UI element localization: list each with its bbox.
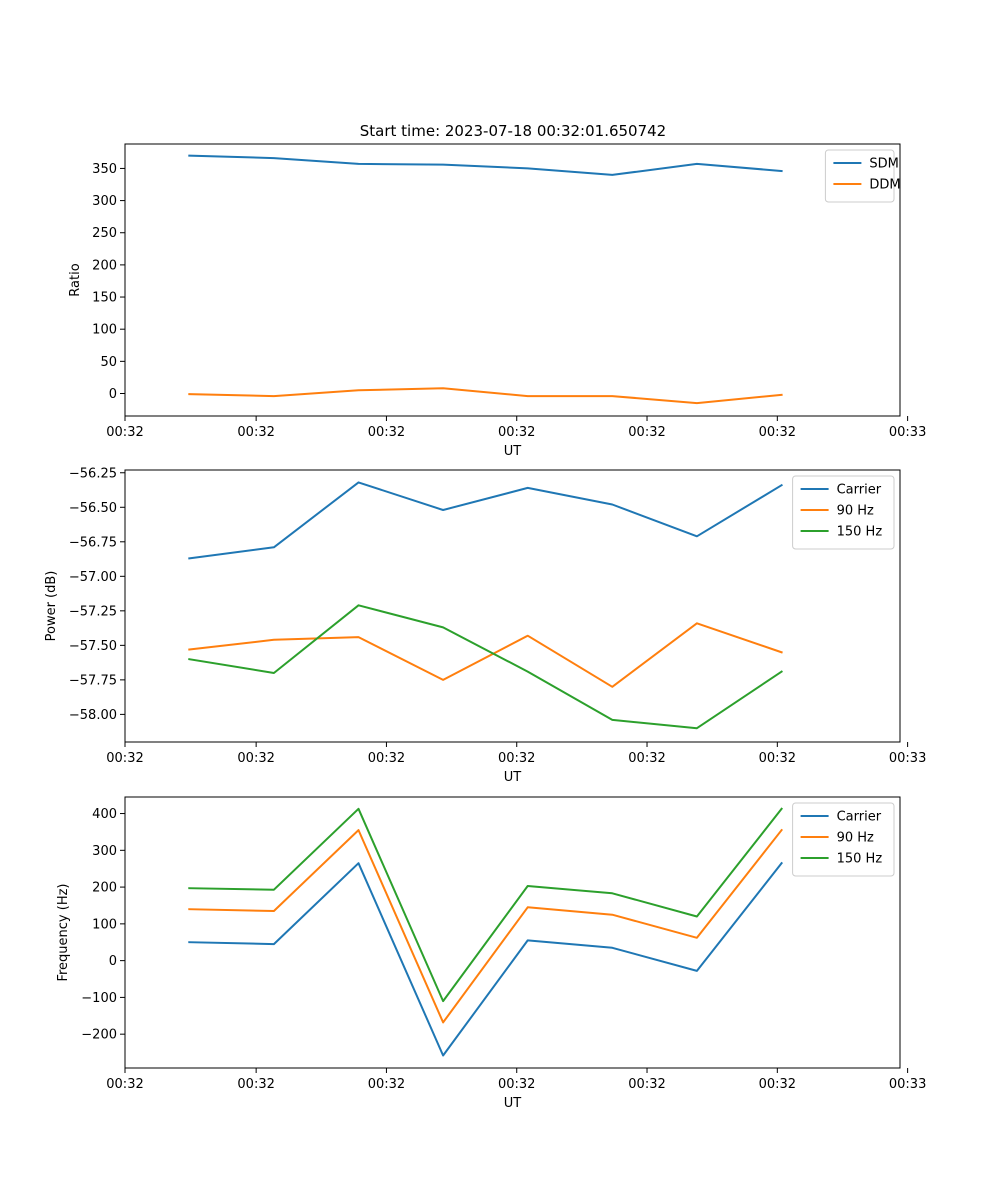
ratio-x-tick-label: 00:32 [106,425,143,440]
ratio-y-tick-label: 150 [92,291,117,306]
power-series-90-hz-line [188,622,783,688]
ratio-y-tick-label: 350 [92,162,117,177]
power-y-tick-label: −56.75 [69,535,117,550]
power-y-tick-label: −57.00 [69,570,117,585]
frequency-x-tick-label: 00:32 [498,1077,535,1092]
frequency-x-tick-label: 00:32 [237,1077,274,1092]
ratio-series-sdm-line [188,154,783,176]
ratio-y-tick-label: 0 [109,387,117,402]
frequency-panel: 00:32 00:32 00:32 00:32 00:32 00:32 00:33 −200 −… [56,796,926,1111]
power-y-tick-label: −57.75 [69,673,117,688]
frequency-x-tick-label: 00:32 [628,1077,665,1092]
frequency-series-carrier-line [188,861,784,1057]
ratio-x-axis-label: UT [504,444,522,459]
power-legend-label: 90 Hz [837,504,874,519]
frequency-y-axis-label: Frequency (Hz) [56,883,71,981]
power-axes-frame [124,469,901,743]
frequency-y-tick-label: 400 [92,807,117,822]
power-x-axis-label: UT [504,770,522,785]
ratio-x-tick-label: 00:32 [237,425,274,440]
ratio-legend-label: DDM [869,178,900,193]
power-series-150-hz-line [188,604,783,730]
figure-title: Start time: 2023-07-18 00:32:01.650742 [360,122,666,140]
frequency-x-tick-label: 00:33 [889,1077,926,1092]
power-y-axis-label: Power (dB) [44,571,59,642]
power-y-tick-label: −57.25 [69,604,117,619]
power-x-tick-label: 00:32 [628,751,665,766]
power-x-tick-label: 00:32 [237,751,274,766]
ratio-x-tick-label: 00:32 [759,425,796,440]
ratio-series-ddm-line [188,387,783,405]
power-legend-label: Carrier [837,483,882,498]
frequency-y-tick-label: 0 [109,954,117,969]
frequency-legend-label: 150 Hz [837,852,883,867]
frequency-legend-label: Carrier [837,810,882,825]
power-x-tick-label: 00:32 [106,751,143,766]
ratio-axes-frame [124,143,901,417]
frequency-legend-label: 90 Hz [837,831,874,846]
ratio-y-axis-label: Ratio [68,263,83,296]
power-panel: 00:32 00:32 00:32 00:32 00:32 00:32 00:33 −58.0… [44,466,926,785]
ratio-x-tick-label: 00:33 [889,425,926,440]
ratio-y-tick-label: 300 [92,194,117,209]
ratio-y-tick-label: 250 [92,226,117,241]
frequency-x-tick-label: 00:32 [759,1077,796,1092]
power-x-tick-label: 00:32 [498,751,535,766]
power-y-tick-label: −56.50 [69,501,117,516]
ratio-legend-label: SDM [869,157,898,172]
power-y-tick-label: −58.00 [69,708,117,723]
frequency-x-axis-label: UT [504,1096,522,1111]
power-x-tick-label: 00:33 [889,751,926,766]
power-x-tick-label: 00:32 [368,751,405,766]
power-x-tick-label: 00:32 [759,751,796,766]
ratio-x-tick-label: 00:32 [368,425,405,440]
frequency-y-tick-label: −100 [81,991,117,1006]
frequency-y-tick-label: 100 [92,917,117,932]
frequency-y-tick-label: −200 [81,1028,117,1043]
ratio-y-tick-label: 100 [92,323,117,338]
frequency-series-150-hz-line [188,807,784,1003]
ratio-panel: 00:32 00:32 00:32 00:32 00:32 00:32 00:33 0 50 10… [68,143,926,459]
power-y-tick-label: −56.25 [69,466,117,481]
power-series-carrier-line [188,481,783,560]
power-y-tick-label: −57.50 [69,639,117,654]
ratio-y-tick-label: 50 [100,355,117,370]
frequency-y-tick-label: 300 [92,844,117,859]
ratio-x-tick-label: 00:32 [628,425,665,440]
frequency-series-90-hz-line [188,828,784,1024]
frequency-x-tick-label: 00:32 [106,1077,143,1092]
ratio-y-tick-label: 200 [92,258,117,273]
frequency-y-tick-label: 200 [92,881,117,896]
frequency-axes-frame [124,796,901,1069]
frequency-x-tick-label: 00:32 [368,1077,405,1092]
ratio-x-tick-label: 00:32 [498,425,535,440]
power-legend-label: 150 Hz [837,525,883,540]
